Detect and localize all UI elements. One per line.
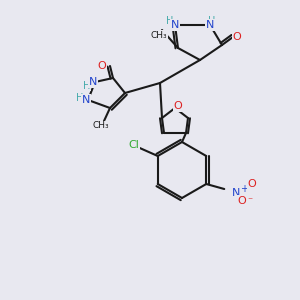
Text: N: N [89, 77, 97, 87]
Text: CH₃: CH₃ [151, 31, 167, 40]
Text: H: H [76, 93, 84, 103]
Text: +: + [240, 184, 248, 194]
Text: N: N [82, 95, 90, 105]
Text: O: O [238, 196, 247, 206]
Text: O: O [174, 101, 182, 111]
Text: O: O [232, 32, 242, 42]
Text: ⁻: ⁻ [248, 196, 253, 206]
Text: O: O [98, 61, 106, 71]
Text: CH₃: CH₃ [93, 122, 109, 130]
Text: H: H [166, 16, 174, 26]
Text: N: N [171, 20, 179, 30]
Text: O: O [248, 179, 256, 189]
Text: H: H [208, 16, 216, 26]
Text: N: N [206, 20, 214, 30]
Text: H: H [83, 81, 91, 91]
Text: N: N [232, 188, 240, 198]
Text: Cl: Cl [128, 140, 139, 150]
